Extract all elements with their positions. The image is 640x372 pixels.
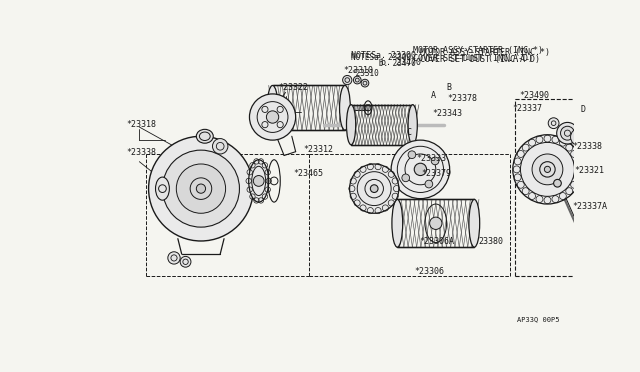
Ellipse shape: [469, 199, 480, 247]
Text: C: C: [406, 128, 412, 137]
Circle shape: [402, 174, 410, 182]
Ellipse shape: [408, 105, 417, 145]
Text: COVER SET-DUST (INC.A-D): COVER SET-DUST (INC.A-D): [413, 54, 532, 63]
Circle shape: [342, 76, 352, 85]
Circle shape: [425, 180, 433, 188]
Circle shape: [253, 176, 264, 186]
Text: *23321: *23321: [575, 166, 604, 176]
Ellipse shape: [267, 86, 278, 130]
Circle shape: [266, 111, 279, 123]
Text: *23490: *23490: [519, 91, 549, 100]
Text: NOTESa. 23300: NOTESa. 23300: [351, 51, 416, 60]
Text: *23333: *23333: [417, 154, 447, 163]
Text: AP33Q 00P5: AP33Q 00P5: [516, 316, 559, 322]
Text: *23338: *23338: [572, 142, 602, 151]
Circle shape: [168, 252, 180, 264]
Text: B: B: [447, 83, 452, 92]
Circle shape: [176, 164, 225, 213]
Text: 23380: 23380: [479, 237, 504, 246]
Text: b. 23470: b. 23470: [351, 58, 421, 67]
Text: MOTOR ASSY-STARTER (INC.*): MOTOR ASSY-STARTER (INC.*): [413, 46, 543, 55]
Text: *23306A: *23306A: [419, 237, 454, 246]
Text: *23337A: *23337A: [572, 202, 607, 211]
Text: D: D: [580, 105, 586, 114]
Text: *23379: *23379: [421, 169, 451, 178]
Text: b. 23470: b. 23470: [351, 60, 416, 68]
Circle shape: [349, 164, 399, 213]
Text: *23306: *23306: [414, 266, 444, 276]
Text: *23343: *23343: [433, 109, 463, 118]
Ellipse shape: [346, 105, 356, 145]
Circle shape: [545, 166, 550, 173]
Circle shape: [391, 140, 450, 199]
Circle shape: [371, 185, 378, 192]
Text: *23322: *23322: [278, 83, 308, 92]
Circle shape: [557, 122, 579, 144]
Circle shape: [548, 118, 559, 129]
Circle shape: [554, 179, 561, 187]
Circle shape: [532, 154, 563, 185]
Circle shape: [180, 256, 191, 267]
Text: *23310: *23310: [351, 68, 379, 78]
Text: *23465: *23465: [293, 169, 323, 178]
Circle shape: [431, 157, 439, 165]
Text: *23337: *23337: [513, 104, 543, 113]
Circle shape: [570, 129, 588, 145]
Circle shape: [408, 151, 416, 158]
Text: A: A: [431, 91, 436, 100]
Text: NOTESa. 23300: NOTESa. 23300: [351, 53, 412, 62]
Ellipse shape: [196, 129, 213, 143]
Text: *23338: *23338: [126, 148, 156, 157]
Circle shape: [148, 136, 253, 241]
Circle shape: [212, 139, 228, 154]
Ellipse shape: [249, 160, 269, 202]
Circle shape: [361, 79, 369, 87]
Text: *23318: *23318: [126, 120, 156, 129]
Ellipse shape: [340, 86, 350, 130]
Ellipse shape: [392, 199, 403, 247]
Text: *23312: *23312: [303, 145, 333, 154]
Circle shape: [561, 126, 575, 140]
Text: *23310: *23310: [344, 65, 373, 74]
Circle shape: [353, 76, 361, 84]
Text: *23378: *23378: [447, 94, 477, 103]
Circle shape: [414, 163, 427, 176]
Circle shape: [163, 150, 239, 227]
Circle shape: [196, 184, 205, 193]
Circle shape: [250, 94, 296, 140]
Text: COVER SET-DUST (INC.A-D): COVER SET-DUST (INC.A-D): [420, 55, 540, 64]
Circle shape: [429, 217, 442, 230]
Circle shape: [513, 135, 582, 204]
Ellipse shape: [156, 177, 170, 200]
Text: MOTOR ASSY-STARTER (INC.*): MOTOR ASSY-STARTER (INC.*): [420, 48, 550, 57]
